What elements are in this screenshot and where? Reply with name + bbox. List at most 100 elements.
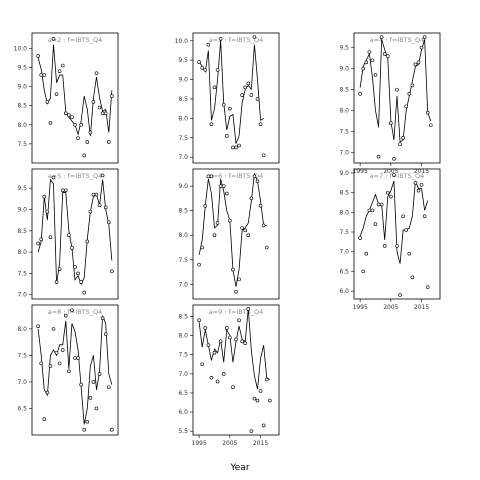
- data-point: [48, 121, 53, 125]
- y-tick-label: 8.0: [178, 115, 188, 122]
- data-point: [106, 385, 111, 390]
- y-tick-label: 8.5: [17, 228, 27, 235]
- data-point: [79, 280, 83, 284]
- panel-grid: a=2 : f=IBTS_Q4 7.5 8.0 8.5 9.0 9.5 10.0 a=5 : …: [14, 32, 441, 447]
- data-point: [425, 285, 430, 289]
- data-point: [261, 423, 266, 428]
- fit-line: [37, 315, 113, 425]
- data-point: [70, 115, 74, 119]
- panel-frame: [192, 32, 280, 164]
- data-point: [246, 307, 251, 311]
- data-point: [410, 83, 415, 88]
- data-point: [97, 105, 102, 110]
- data-point: [103, 332, 108, 336]
- y-tick-label: 9.0: [17, 84, 27, 91]
- data-point: [258, 203, 263, 208]
- data-point: [67, 233, 71, 237]
- data-point: [267, 398, 272, 403]
- data-point: [401, 214, 405, 219]
- data-point: [255, 179, 260, 184]
- data-point: [51, 36, 56, 41]
- x-tick-label: 2015: [253, 440, 268, 447]
- data-point: [48, 235, 53, 239]
- panel-title: a=5 : f=IBTS_Q4: [48, 172, 103, 180]
- panel: a=9 : f=IBTS_Q4 5.5 6.0 6.5 7.0 7.5 8.0 8.5 1995…: [178, 304, 280, 447]
- data-point: [234, 145, 238, 150]
- data-point: [70, 308, 74, 313]
- data-point: [407, 251, 412, 256]
- data-point: [224, 134, 229, 138]
- panel: a=4 : f=IBTS_Q4 7.0 7.5 8.0 8.5 9.0 9.5 1995 200…: [339, 32, 441, 175]
- data-point: [82, 153, 87, 158]
- data-point: [85, 419, 90, 424]
- data-point: [67, 113, 71, 118]
- x-tick-label: 1995: [353, 168, 368, 175]
- y-tick-label: 9.0: [339, 66, 349, 73]
- data-point: [110, 269, 114, 274]
- panel-title: a=8 : f=IBTS_Q4: [48, 308, 103, 316]
- data-point: [200, 362, 205, 367]
- y-tick-label: 6.5: [178, 390, 188, 397]
- data-point: [373, 222, 378, 226]
- data-point: [240, 339, 244, 344]
- data-point: [88, 130, 93, 135]
- y-tick-label: 6.0: [178, 409, 188, 416]
- y-tick-label: 9.0: [178, 183, 188, 190]
- data-point: [228, 106, 232, 111]
- data-point: [63, 111, 68, 116]
- data-point: [73, 356, 77, 360]
- data-point: [237, 143, 241, 148]
- data-point: [203, 68, 208, 72]
- y-tick-label: 7.0: [178, 371, 188, 378]
- data-point: [100, 111, 105, 116]
- data-point: [60, 63, 65, 68]
- data-point: [212, 85, 217, 90]
- data-point: [42, 194, 47, 199]
- data-point: [60, 188, 65, 193]
- data-point: [54, 280, 59, 284]
- y-tick-label: 8.5: [339, 190, 349, 197]
- panel-title: a=2 : f=IBTS_Q4: [48, 36, 103, 44]
- data-point: [39, 73, 44, 77]
- data-point: [382, 52, 387, 56]
- data-point: [389, 121, 393, 125]
- panel-title: a=3 : f=IBTS_Q4: [209, 36, 264, 44]
- panel-frame: [192, 168, 280, 300]
- data-point: [224, 326, 229, 330]
- data-point: [218, 339, 223, 344]
- y-tick-label: 7.5: [178, 257, 188, 264]
- x-tick-label: 2015: [414, 168, 429, 175]
- data-point: [206, 42, 211, 47]
- data-point: [413, 180, 418, 185]
- data-point: [261, 223, 266, 228]
- x-axis-title: Year: [229, 463, 249, 473]
- data-point: [54, 350, 59, 355]
- fit-line: [198, 308, 271, 390]
- data-point: [36, 324, 40, 329]
- data-point: [85, 140, 90, 144]
- data-point: [91, 100, 96, 104]
- panel-frame: [353, 168, 441, 300]
- panel: a=8 : f=IBTS_Q4 6.5 7.0 7.5 8.0: [17, 304, 119, 436]
- data-point: [398, 142, 402, 146]
- fit-line: [359, 180, 429, 264]
- x-tick-label: 2015: [414, 304, 429, 311]
- data-point: [389, 194, 393, 199]
- data-point: [209, 375, 214, 380]
- data-point: [237, 277, 241, 282]
- data-point: [203, 326, 208, 330]
- data-point: [264, 245, 269, 250]
- data-point: [358, 92, 362, 96]
- panel-title: a=6 : f=IBTS_Q4: [209, 172, 264, 180]
- data-point: [364, 251, 369, 256]
- data-point: [392, 157, 396, 161]
- x-tick-label: 2005: [383, 168, 398, 175]
- data-point: [367, 208, 372, 213]
- data-point: [404, 104, 409, 109]
- data-point: [231, 145, 235, 150]
- data-point: [252, 396, 257, 401]
- data-point: [197, 60, 201, 64]
- y-tick-label: 10.0: [14, 45, 28, 52]
- y-tick-label: 7.5: [339, 229, 349, 236]
- data-point: [67, 369, 71, 374]
